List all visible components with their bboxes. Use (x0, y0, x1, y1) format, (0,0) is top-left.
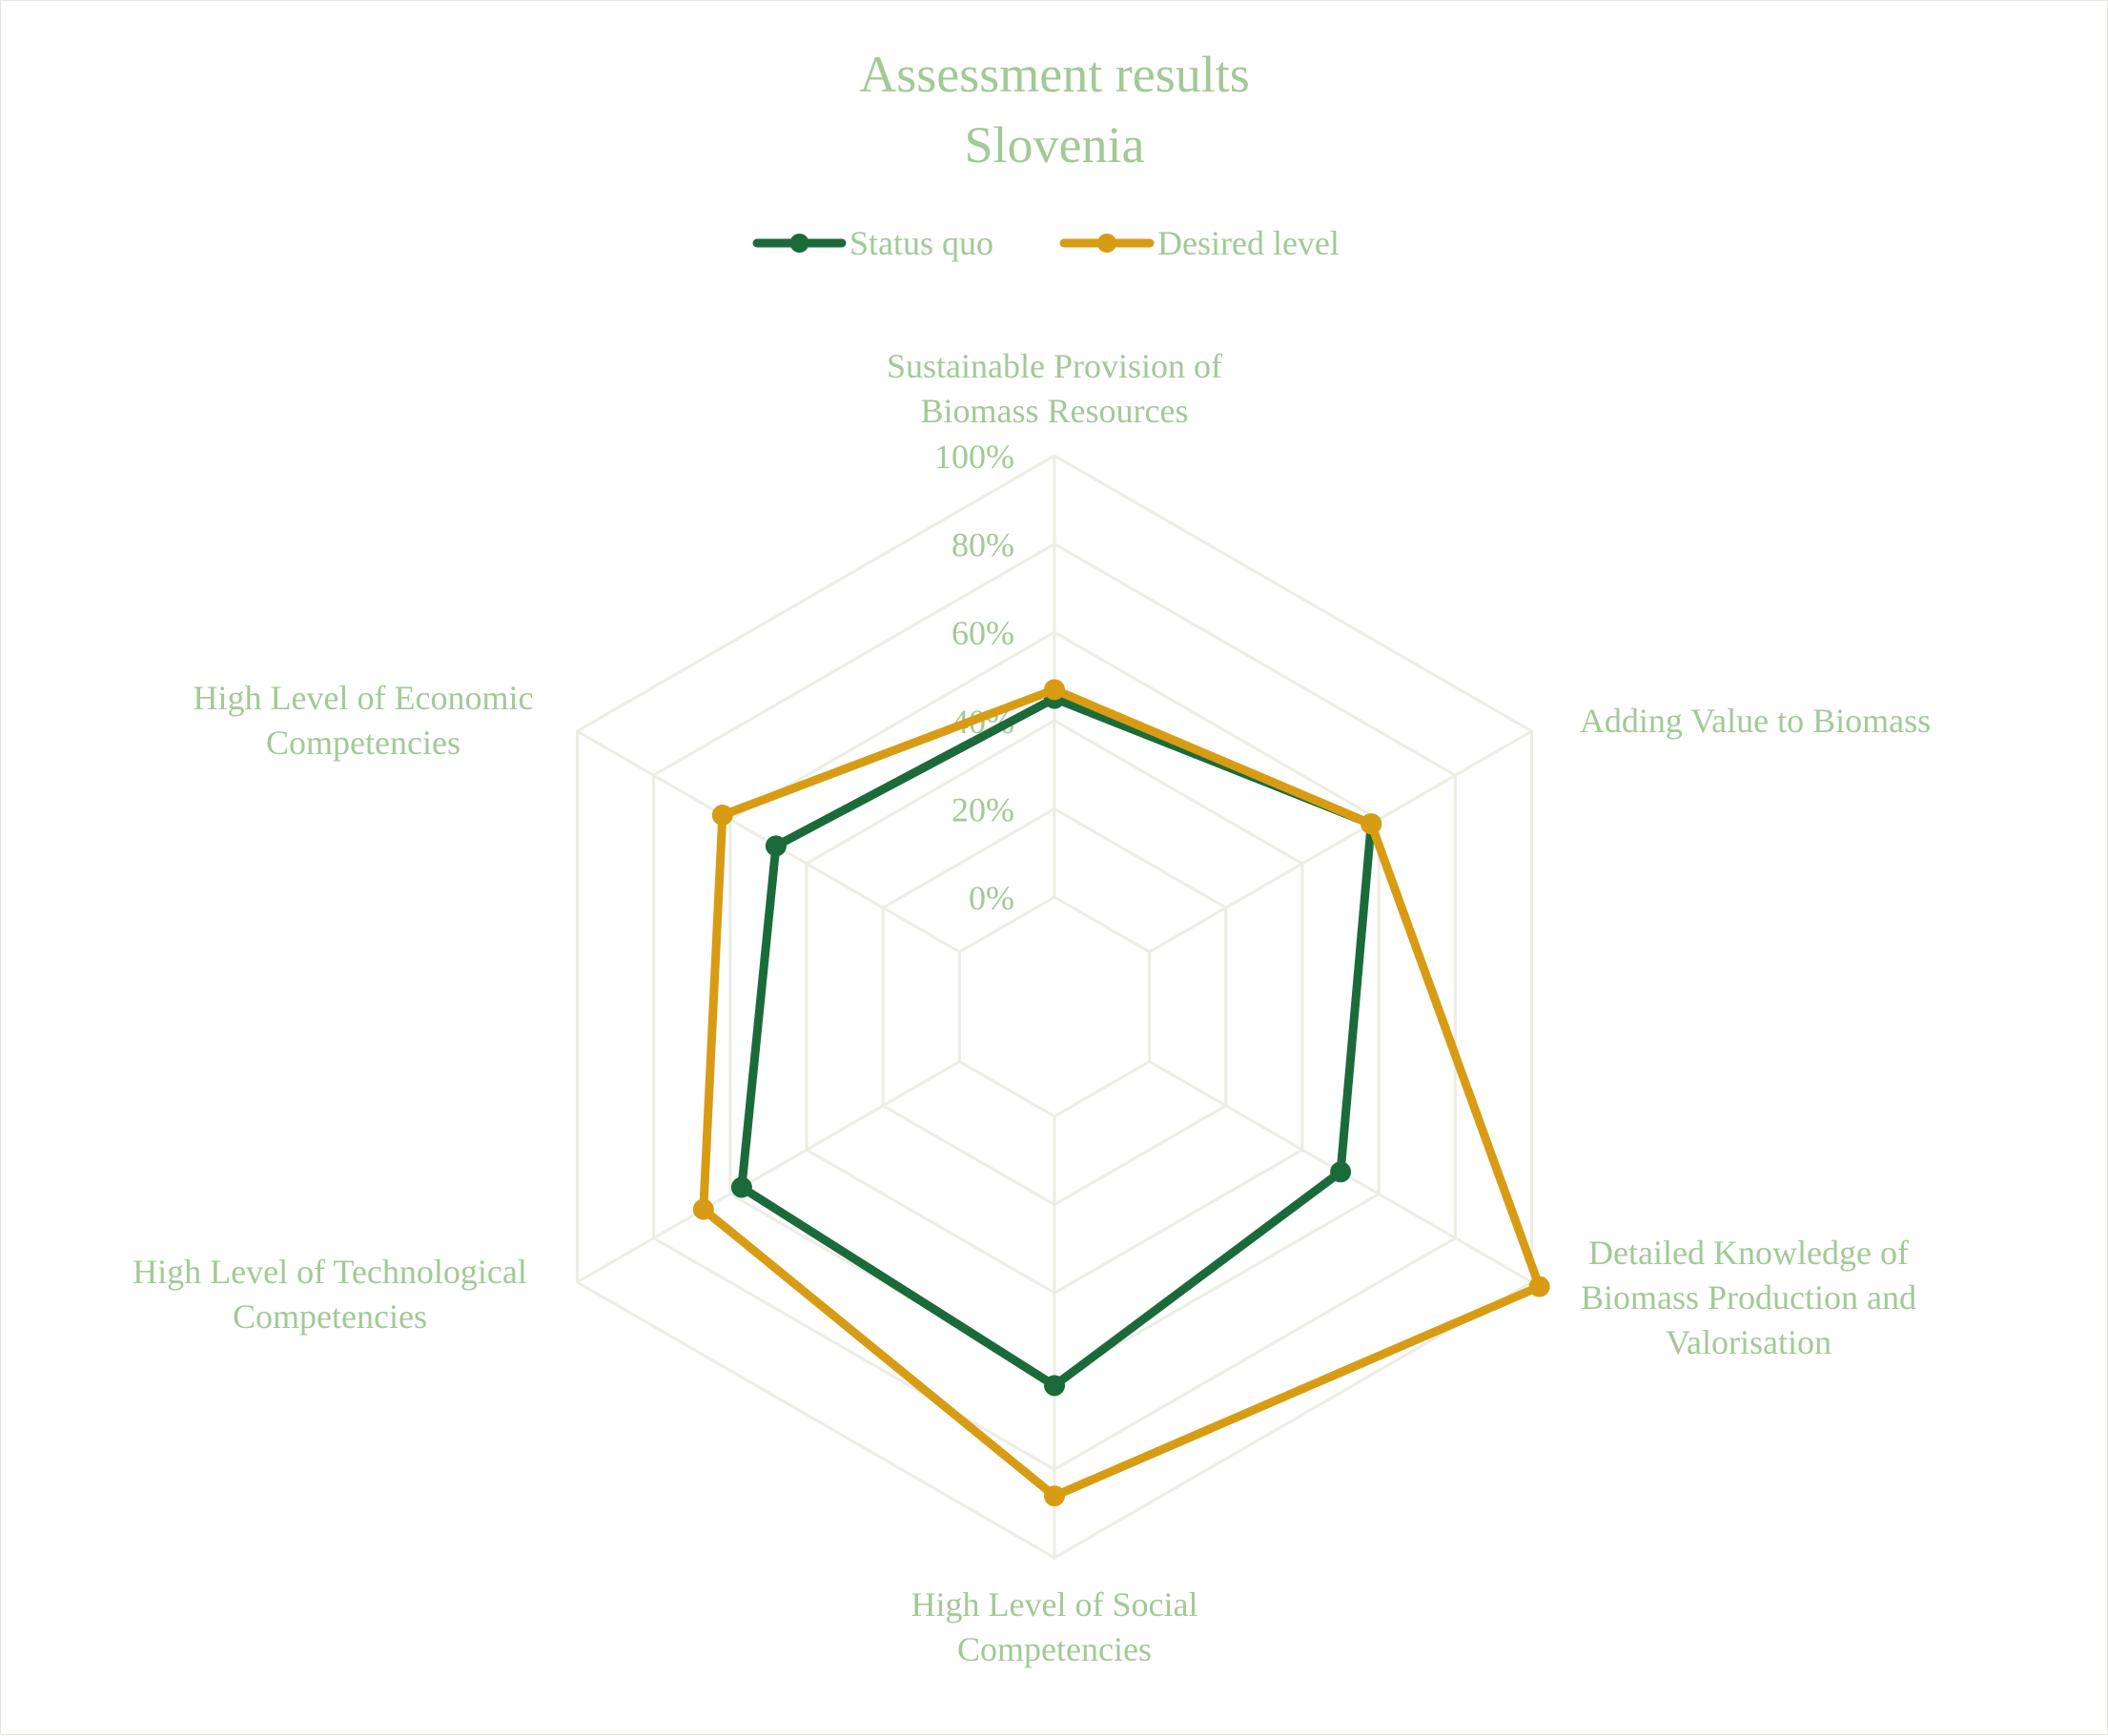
axis-label-1: Adding Value to Biomass (1580, 702, 1931, 740)
data-point (1044, 1375, 1065, 1397)
legend-swatch-marker (789, 234, 809, 253)
legend-item-1: Desired level (1059, 224, 1340, 262)
axis-label-5: High Level of Economic Competencies (194, 679, 534, 762)
axis-label-line: Sustainable Provision of (887, 347, 1222, 385)
legend-swatch-marker (1097, 234, 1116, 253)
axis-label-line: High Level of Economic (194, 679, 534, 717)
data-point (1361, 813, 1382, 835)
series-line (737, 694, 1376, 1390)
data-point (730, 1176, 752, 1198)
axis-label-line: Valorisation (1666, 1323, 1832, 1361)
axis-label-line: Competencies (957, 1630, 1152, 1668)
data-point (1044, 679, 1065, 701)
series-line (699, 684, 1545, 1501)
axis-label-line: Adding Value to Biomass (1580, 702, 1931, 740)
data-point (711, 805, 733, 826)
legend-item-0: Status quo (752, 224, 993, 262)
axis-label-line: High Level of Social (911, 1585, 1198, 1624)
data-point (1330, 1161, 1352, 1183)
data-point (765, 835, 787, 857)
series-0 (730, 687, 1382, 1397)
tick-label: 0% (969, 879, 1014, 917)
axis-label-line: High Level of Technological (133, 1253, 527, 1291)
axis-label-2: Detailed Knowledge of Biomass Production … (1581, 1234, 1916, 1361)
axis-label-line: Biomass Resources (921, 392, 1189, 430)
legend: Status quo Desired level (752, 224, 1340, 262)
axis-label-4: High Level of Technological Competencies (133, 1253, 527, 1336)
tick-label: 60% (952, 614, 1014, 652)
grid-ring-0 (957, 895, 1152, 1118)
legend-label: Desired level (1157, 224, 1340, 262)
chart-title: Assessment results Slovenia (859, 46, 1249, 174)
axis-label-3: High Level of Social Competencies (911, 1585, 1198, 1668)
axis-label-line: Competencies (266, 724, 460, 762)
axis-label-line: Biomass Production and (1581, 1278, 1916, 1317)
tick-label: 100% (934, 438, 1014, 476)
data-point (1044, 1485, 1065, 1507)
title-line-0: Assessment results (859, 46, 1249, 103)
tick-label: 80% (952, 526, 1014, 564)
series-1 (692, 679, 1550, 1507)
grid-spoke-4 (576, 1060, 961, 1284)
data-point (1528, 1276, 1550, 1297)
series (692, 679, 1550, 1507)
legend-label: Status quo (849, 224, 993, 262)
axis-labels: Sustainable Provision of Biomass Resource… (133, 347, 1931, 1668)
grid-spoke-1 (1148, 729, 1533, 953)
tick-label: 20% (952, 790, 1014, 828)
axis-label-0: Sustainable Provision of Biomass Resource… (887, 347, 1222, 430)
axis-label-line: Detailed Knowledge of (1588, 1234, 1909, 1272)
axis-label-line: Competencies (233, 1297, 427, 1336)
title-line-1: Slovenia (965, 116, 1145, 174)
data-point (692, 1198, 714, 1220)
